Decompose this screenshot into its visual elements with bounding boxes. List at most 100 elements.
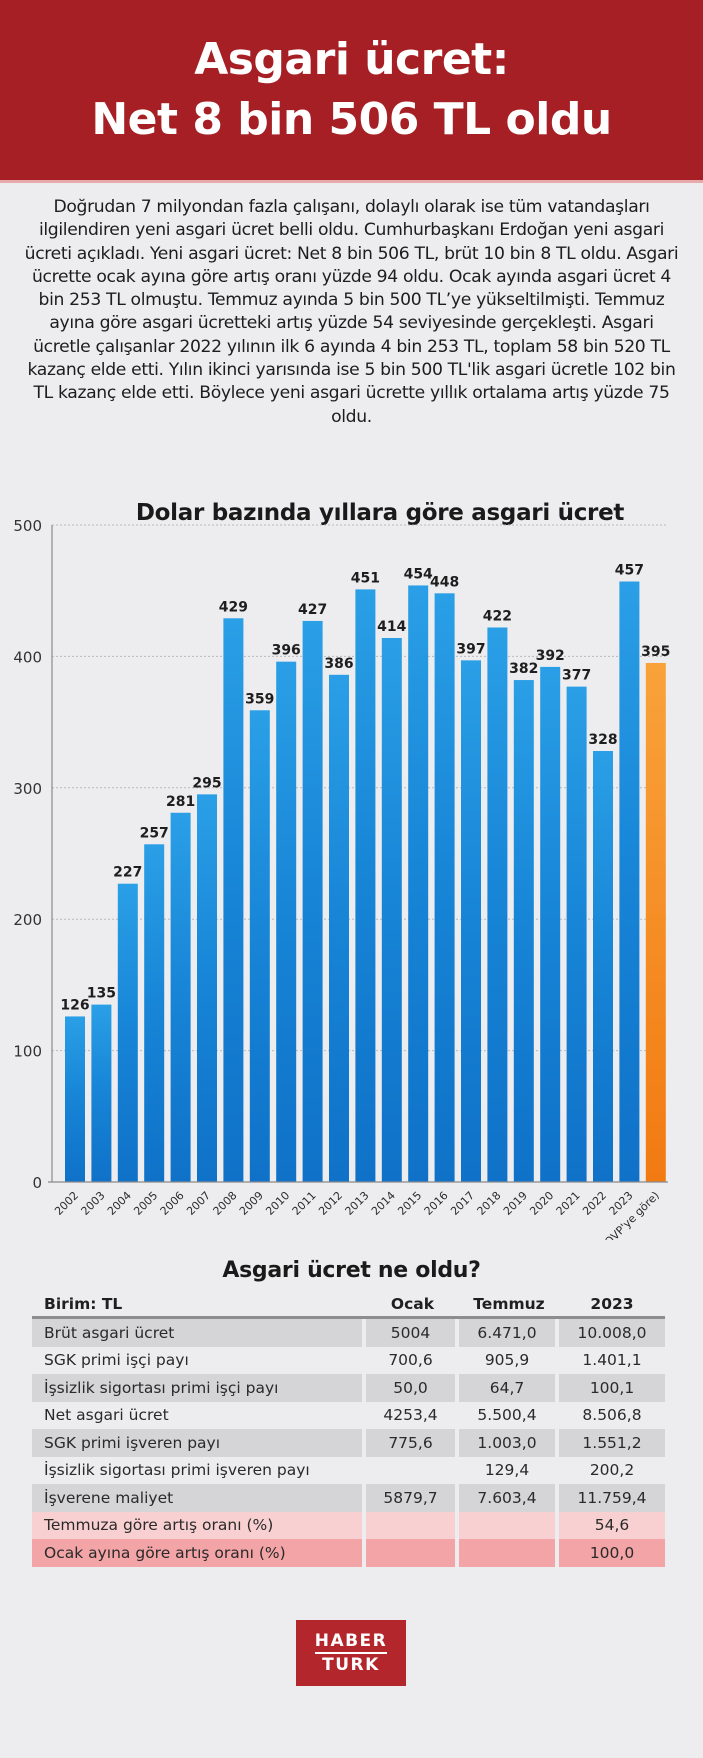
bar <box>170 812 191 1182</box>
bar-value-label: 448 <box>430 574 459 590</box>
bar-value-label: 414 <box>377 619 406 635</box>
bar-value-label: 377 <box>562 668 591 684</box>
cell-temmuz: 1.003,0 <box>459 1429 559 1457</box>
row-label: Ocak ayına göre artış oranı (%) <box>32 1539 366 1567</box>
x-tick-label: 2021 <box>554 1189 583 1218</box>
x-tick-label: 2009 <box>237 1189 266 1218</box>
cell-2023: 1.401,1 <box>582 1351 642 1370</box>
table-row: Temmuza göre artış oranı (%) 54,6 <box>32 1511 665 1539</box>
bar-value-label: 227 <box>113 865 142 881</box>
bar <box>593 751 613 1182</box>
x-tick-label: 2014 <box>369 1189 398 1218</box>
row-label: Net asgari ücret <box>32 1401 366 1429</box>
x-tick-label: 2005 <box>131 1189 160 1218</box>
bar-value-label: 359 <box>245 691 274 707</box>
bar <box>302 620 323 1182</box>
table-row: Ocak ayına göre artış oranı (%) 100,0 <box>32 1539 665 1567</box>
table-header-row: Birim: TL Ocak Temmuz 2023 <box>32 1292 665 1319</box>
bar-chart: 0 100 200 300 400 500 126 2002 135 2003 227 2004 257… <box>13 517 670 1240</box>
bar-value-label: 126 <box>60 997 89 1013</box>
cell-temmuz: 7.603,4 <box>459 1484 559 1512</box>
intro-paragraph: Doğrudan 7 milyondan fazla çalışanı, dol… <box>24 197 679 427</box>
cell-ocak: 700,6 <box>366 1346 459 1374</box>
cell-2023: 100,0 <box>559 1539 665 1567</box>
row-label: SGK primi işçi payı <box>32 1346 366 1374</box>
bar-value-label: 397 <box>456 641 485 657</box>
table-title: Asgari ücret ne oldu? <box>222 1258 481 1283</box>
row-label: Temmuza göre artış oranı (%) <box>32 1511 366 1539</box>
x-tick-label: 2010 <box>263 1189 292 1218</box>
x-tick-label: 2017 <box>448 1189 477 1218</box>
bar <box>566 686 587 1182</box>
y-tick-label: 200 <box>13 911 42 929</box>
cell-2023: 10.008,0 <box>559 1319 665 1347</box>
wage-table: Birim: TL Ocak Temmuz 2023 Brüt asgari ü… <box>32 1292 665 1567</box>
bar <box>117 883 138 1182</box>
bar <box>329 674 349 1182</box>
bar <box>540 666 561 1182</box>
row-label: İşverene maliyet <box>32 1484 366 1512</box>
cell-ocak: 50,0 <box>366 1374 459 1402</box>
cell-ocak: 775,6 <box>366 1429 459 1457</box>
bar-value-label: 422 <box>483 608 512 624</box>
table-row: SGK primi işçi payı 700,6 905,9 1.401,1 <box>32 1346 665 1374</box>
x-tick-label: 2018 <box>475 1189 504 1218</box>
cell-2023: 1.551,2 <box>559 1429 665 1457</box>
cell-temmuz: 129,4 <box>459 1456 559 1484</box>
bar-value-label: 454 <box>404 566 433 582</box>
bar-value-label: 295 <box>192 775 221 791</box>
bar <box>487 627 508 1182</box>
cell-ocak: 5004 <box>366 1319 459 1347</box>
cell-temmuz <box>459 1511 559 1539</box>
table-row: İşsizlik sigortası primi işçi payı 50,0 64… <box>32 1374 665 1402</box>
header-temmuz: Temmuz <box>459 1292 559 1319</box>
cell-temmuz: 905,9 <box>459 1346 559 1374</box>
header-unit: Birim: TL <box>32 1292 366 1319</box>
x-tick-label: 2015 <box>395 1189 424 1218</box>
bar-value-label: 281 <box>166 794 195 810</box>
bar <box>276 661 297 1182</box>
bar-value-label: 451 <box>351 570 380 586</box>
bar <box>619 581 640 1182</box>
bar-value-label: 392 <box>536 648 565 664</box>
bar <box>355 589 376 1182</box>
headline-banner: Asgari ücret: Net 8 bin 506 TL oldu <box>0 0 703 183</box>
bar-value-label: 257 <box>140 825 169 841</box>
x-tick-label: 2019 <box>501 1189 530 1218</box>
x-tick-label: 2011 <box>290 1189 319 1218</box>
cell-ocak: 5879,7 <box>366 1484 459 1512</box>
x-tick-label: 2004 <box>105 1189 134 1218</box>
row-label: İşsizlik sigortası primi işçi payı <box>32 1374 366 1402</box>
x-tick-label: 2020 <box>527 1189 556 1218</box>
bar-value-label: 427 <box>298 602 327 618</box>
bar-value-label: 382 <box>509 661 538 677</box>
bar <box>144 844 165 1182</box>
bar <box>91 1004 112 1182</box>
bar <box>197 794 217 1182</box>
y-tick-label: 300 <box>13 780 42 798</box>
cell-ocak <box>366 1539 459 1567</box>
x-tick-label: 2007 <box>184 1189 213 1218</box>
cell-2023: 100,1 <box>559 1374 665 1402</box>
cell-2023: 200,2 <box>589 1461 635 1480</box>
cell-temmuz: 64,7 <box>459 1374 559 1402</box>
y-tick-label: 100 <box>13 1043 42 1061</box>
cell-ocak <box>366 1511 459 1539</box>
row-label: SGK primi işveren payı <box>32 1429 366 1457</box>
cell-2023: 11.759,4 <box>559 1484 665 1512</box>
headline-line-2: Net 8 bin 506 TL oldu <box>91 94 612 145</box>
bar-value-label: 457 <box>615 563 644 579</box>
bar <box>434 593 455 1182</box>
bar <box>461 660 481 1182</box>
table-row: SGK primi işveren payı 775,6 1.003,0 1.551,… <box>32 1429 665 1457</box>
x-tick-label: 2016 <box>422 1189 451 1218</box>
bar <box>249 710 270 1182</box>
x-tick-label: 2008 <box>211 1189 240 1218</box>
bar <box>223 618 244 1182</box>
logo-line-2: TURK <box>322 1654 380 1675</box>
bar <box>65 1016 85 1182</box>
header-ocak: Ocak <box>366 1292 459 1319</box>
y-tick-label: 0 <box>32 1174 42 1192</box>
bar-value-label: 135 <box>87 986 116 1002</box>
cell-2023: 8.506,8 <box>582 1406 642 1425</box>
